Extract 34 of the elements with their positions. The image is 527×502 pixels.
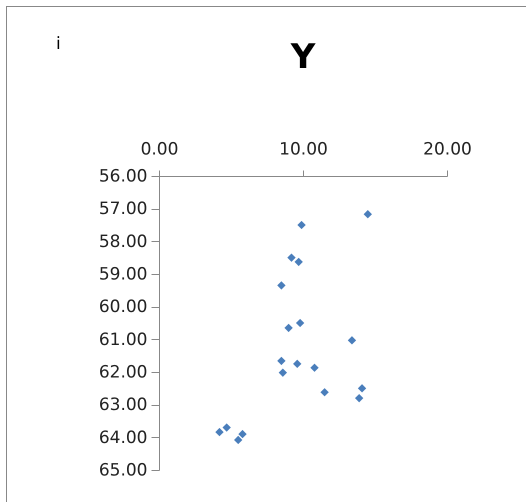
- point: [320, 388, 329, 396]
- point: [296, 318, 304, 328]
- y-tick-label: 63.00: [98, 395, 148, 416]
- y-tick-label: 60.00: [98, 297, 148, 318]
- y-tick-label: 59.00: [98, 264, 148, 284]
- point: [222, 423, 231, 432]
- x-tick-label: 0.00: [140, 140, 178, 160]
- x-tick-label: 20.00: [423, 140, 472, 160]
- x-tick-label: 10.00: [279, 140, 328, 160]
- point: [277, 356, 286, 366]
- point: [297, 220, 306, 230]
- point: [348, 336, 356, 344]
- chart-title: Y: [290, 37, 316, 77]
- point: [294, 258, 303, 266]
- y-tick-label: 61.00: [98, 330, 148, 350]
- y-tick-label: 58.00: [98, 232, 148, 252]
- y-tick-label: 64.00: [98, 428, 148, 448]
- y-tick-label: 56.00: [98, 166, 148, 186]
- point: [278, 368, 288, 377]
- point: [287, 253, 296, 262]
- point: [277, 281, 286, 290]
- point: [284, 324, 293, 332]
- point: [238, 430, 247, 438]
- point: [293, 360, 302, 368]
- y-tick-label: 65.00: [98, 460, 148, 480]
- point: [234, 436, 242, 444]
- y-tick-label: 57.00: [98, 199, 148, 220]
- point: [358, 384, 366, 393]
- text: i: [56, 34, 61, 54]
- point: [354, 394, 364, 402]
- point: [364, 210, 372, 218]
- point: [215, 428, 224, 436]
- point: [310, 364, 319, 372]
- y-tick-label: 62.00: [98, 362, 148, 382]
